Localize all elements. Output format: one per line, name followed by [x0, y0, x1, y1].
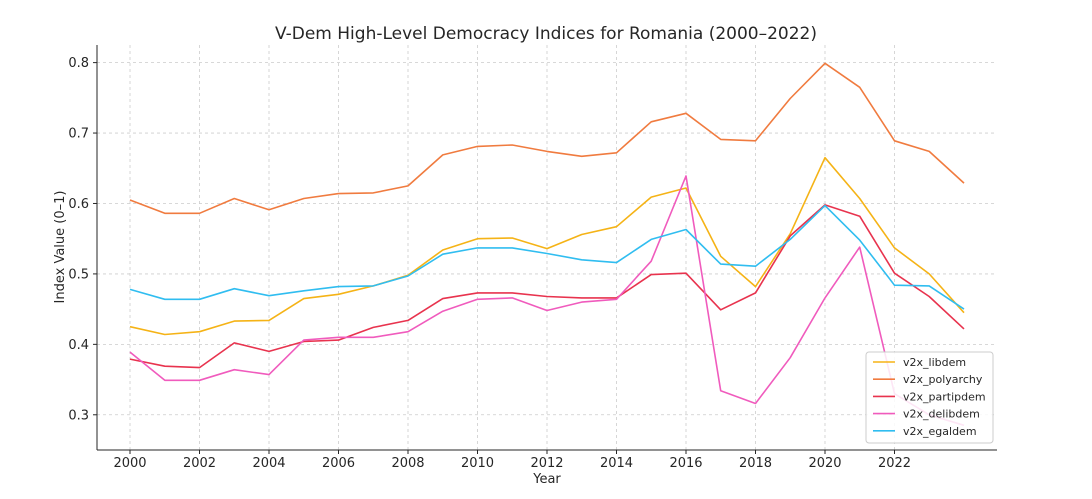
y-tick-label: 0.8: [68, 56, 89, 71]
legend-label: v2x_polyarchy: [903, 373, 983, 386]
legend-label: v2x_delibdem: [903, 408, 980, 421]
legend-box: [865, 351, 994, 444]
x-tick-label: 2010: [461, 456, 494, 471]
x-tick-label: 2008: [391, 456, 424, 471]
x-tick-label: 2006: [322, 456, 355, 471]
y-tick-label: 0.6: [68, 197, 89, 212]
series-line-v2x-delibdem: [129, 175, 965, 427]
series-lines: [129, 62, 965, 427]
x-tick-label: 2014: [600, 456, 633, 471]
series-line-v2x-polyarchy: [129, 62, 965, 215]
legend-label: v2x_partipdem: [903, 390, 986, 403]
legend-label: v2x_egaldem: [903, 425, 977, 438]
y-tick-label: 0.7: [68, 127, 89, 142]
x-tick-label: 2004: [252, 456, 285, 471]
x-tick-label: 2012: [530, 456, 563, 471]
grid: [97, 45, 997, 450]
legend-label: v2x_libdem: [903, 356, 966, 369]
chart-title: V-Dem High-Level Democracy Indices for R…: [275, 24, 817, 44]
x-tick-label: 2016: [669, 456, 702, 471]
x-tick-label: 2020: [808, 456, 841, 471]
x-tick-label: 2018: [739, 456, 772, 471]
y-tick-label: 0.3: [68, 408, 89, 423]
legend: v2x_libdem v2x_polyarchy v2x_partipdem v2x_…: [865, 351, 994, 444]
x-axis-label: Year: [532, 472, 561, 487]
y-tick-label: 0.4: [68, 338, 89, 353]
y-tick-label: 0.5: [68, 267, 89, 282]
x-tick-label: 2022: [878, 456, 911, 471]
y-axis-label: Index Value (0–1): [53, 191, 68, 304]
ticks: 2000 2002 2004 2006 2008 2010 2012 2014 2016 2018…: [68, 56, 911, 471]
x-tick-label: 2002: [183, 456, 216, 471]
series-line-v2x-egaldem: [129, 204, 965, 310]
x-tick-label: 2000: [113, 456, 146, 471]
series-line-v2x-libdem: [129, 156, 965, 336]
